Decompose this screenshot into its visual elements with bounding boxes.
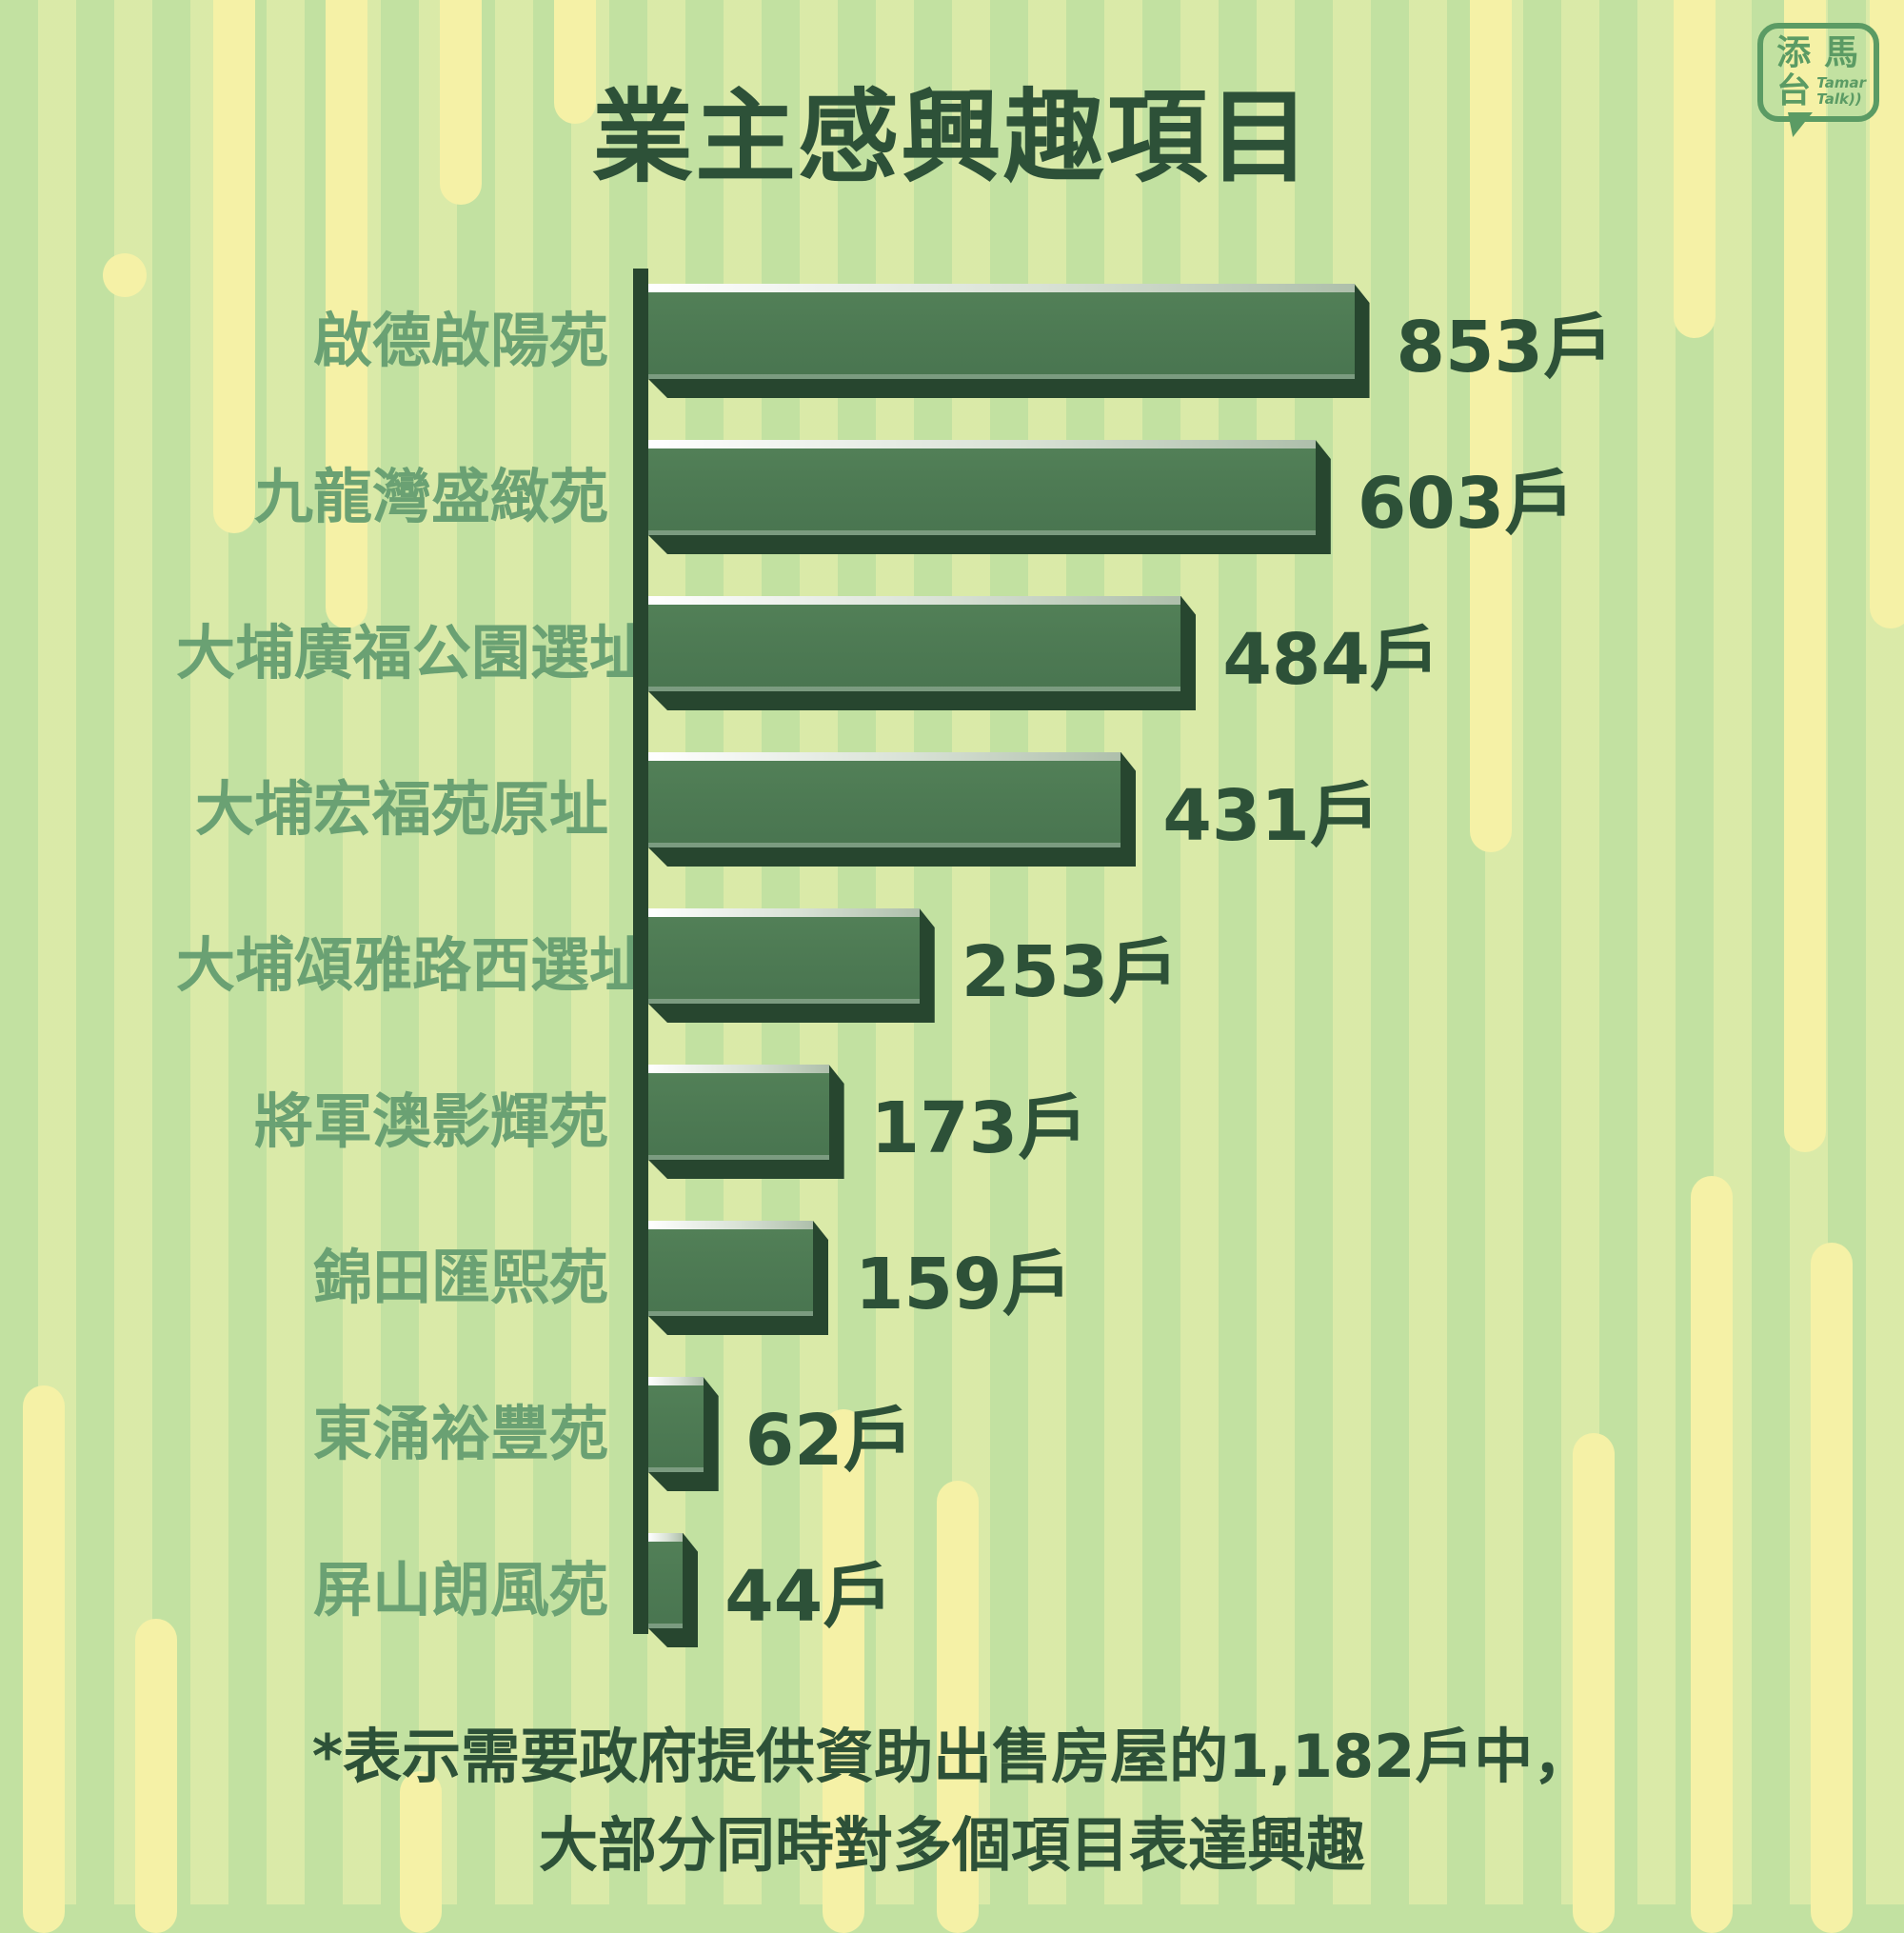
category-label: 東涌裕豐苑: [312, 1399, 608, 1468]
tamar-talk-logo: 添 馬 台 Tamar Talk)): [1757, 23, 1879, 122]
category-label: 大埔廣福公園選址: [176, 618, 649, 688]
bar-face: [648, 284, 1355, 379]
category-label: 啟德啟陽苑: [312, 306, 608, 375]
bar-row: 大埔廣福公園選址 484戶: [176, 575, 1614, 731]
bar-face: [648, 1377, 704, 1472]
bar-chart: 啟德啟陽苑 853戶 九龍灣盛緻苑 603戶 大埔廣福公園選址 484戶 大埔宏…: [176, 263, 1614, 1668]
footnote: *表示需要政府提供資助出售房屋的1,182戶中， 大部分同時對多個項目表達興趣: [0, 1712, 1904, 1889]
decor-capsule: [23, 1385, 65, 1933]
bar-row: 九龍灣盛緻苑 603戶: [176, 419, 1614, 575]
value-label: 603戶: [1357, 462, 1576, 545]
bar-area: 853戶: [633, 284, 1614, 398]
decor-capsule: [326, 0, 367, 628]
category-label: 屏山朗風苑: [312, 1555, 608, 1624]
logo-zh-char: 添: [1776, 33, 1812, 72]
bar: [648, 752, 1136, 867]
decor-capsule: [213, 0, 255, 533]
category-label: 錦田匯熙苑: [312, 1243, 608, 1312]
bar-area: 62戶: [633, 1377, 1614, 1491]
bar-face: [648, 440, 1316, 535]
bar-row: 錦田匯熙苑 159戶: [176, 1200, 1614, 1356]
bar-row: 東涌裕豐苑 62戶: [176, 1356, 1614, 1512]
value-label: 484戶: [1222, 618, 1440, 701]
footnote-line2: 大部分同時對多個項目表達興趣: [538, 1810, 1365, 1880]
page-title: 業主感興趣項目: [592, 79, 1312, 196]
bar-area: 44戶: [633, 1533, 1614, 1647]
category-label: 大埔宏福苑原址: [194, 774, 608, 844]
bar: [648, 1533, 698, 1647]
decor-capsule: [1674, 0, 1716, 338]
y-axis-line: [633, 269, 648, 1634]
decor-capsule: [554, 0, 596, 124]
decor-capsule: [1691, 1176, 1733, 1933]
decor-capsule: [135, 1619, 177, 1933]
bar-row: 大埔頌雅路西選址 253戶: [176, 887, 1614, 1044]
bar: [648, 596, 1196, 710]
bar-area: 159戶: [633, 1221, 1614, 1335]
decor-dot: [103, 253, 147, 297]
bar-area: 603戶: [633, 440, 1614, 554]
decor-capsule: [1470, 0, 1512, 852]
value-label: 62戶: [744, 1399, 914, 1482]
logo-en-text: Tamar Talk)): [1816, 73, 1866, 108]
value-label: 853戶: [1396, 306, 1614, 389]
bar-area: 484戶: [633, 596, 1614, 710]
bar-area: 431戶: [633, 752, 1614, 867]
bar-rows: 啟德啟陽苑 853戶 九龍灣盛緻苑 603戶 大埔廣福公園選址 484戶 大埔宏…: [176, 263, 1614, 1668]
bar-face: [648, 596, 1180, 691]
bar: [648, 1377, 719, 1491]
bar-row: 屏山朗風苑 44戶: [176, 1512, 1614, 1668]
decor-capsule: [937, 1481, 979, 1933]
bar: [648, 440, 1331, 554]
value-label: 253戶: [961, 930, 1180, 1013]
value-label: 431戶: [1162, 774, 1380, 857]
value-label: 173戶: [870, 1086, 1089, 1169]
value-label: 159戶: [855, 1243, 1073, 1325]
logo-zh-char: 馬: [1824, 33, 1859, 72]
bar-row: 將軍澳影輝苑 173戶: [176, 1044, 1614, 1200]
bar-area: 173戶: [633, 1065, 1614, 1179]
category-label: 九龍灣盛緻苑: [253, 462, 608, 531]
decor-capsule: [1784, 0, 1826, 1152]
bar-face: [648, 1533, 683, 1628]
bar-face: [648, 752, 1121, 847]
category-label: 大埔頌雅路西選址: [176, 930, 649, 1000]
bar-face: [648, 1065, 829, 1160]
bar-area: 253戶: [633, 908, 1614, 1023]
logo-zh-char: 台: [1776, 71, 1812, 110]
bar-row: 大埔宏福苑原址 431戶: [176, 731, 1614, 887]
decor-capsule: [823, 1409, 864, 1933]
bar: [648, 1221, 828, 1335]
bar-row: 啟德啟陽苑 853戶: [176, 263, 1614, 419]
decor-capsule: [1573, 1433, 1615, 1933]
decor-capsule: [1811, 1243, 1853, 1933]
bar-face: [648, 908, 920, 1004]
bar: [648, 284, 1370, 398]
value-label: 44戶: [724, 1555, 894, 1638]
category-label: 將軍澳影輝苑: [253, 1086, 608, 1156]
bar-face: [648, 1221, 813, 1316]
bar: [648, 1065, 844, 1179]
bar: [648, 908, 935, 1023]
decor-capsule: [440, 0, 482, 205]
footnote-line1: *表示需要政府提供資助出售房屋的1,182戶中，: [311, 1722, 1593, 1791]
